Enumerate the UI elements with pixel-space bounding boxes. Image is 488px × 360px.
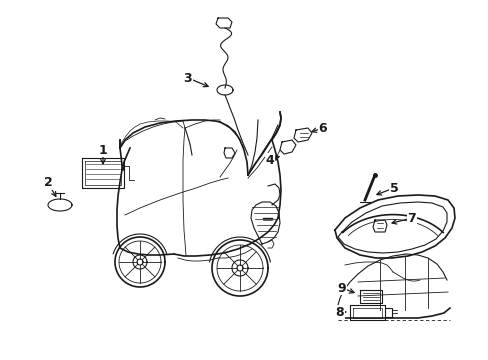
Text: 6: 6 [318, 122, 326, 135]
Text: 2: 2 [43, 176, 52, 189]
Text: 8: 8 [335, 306, 344, 319]
Text: 4: 4 [265, 153, 274, 166]
Text: 7: 7 [407, 211, 415, 225]
Text: 1: 1 [99, 144, 107, 157]
Text: 3: 3 [183, 72, 192, 85]
Text: 9: 9 [337, 282, 346, 294]
Text: 5: 5 [389, 181, 398, 194]
